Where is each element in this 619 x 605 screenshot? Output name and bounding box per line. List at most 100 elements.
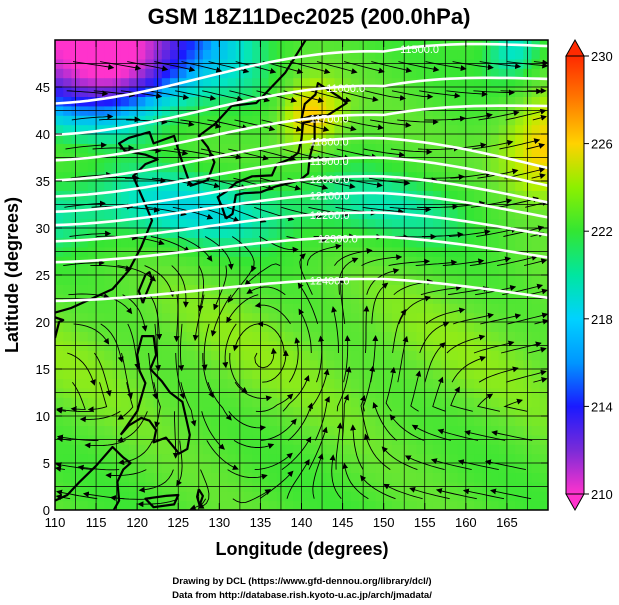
heatmap-cell — [383, 40, 393, 50]
heatmap-cell — [293, 228, 303, 238]
heatmap-cell — [211, 87, 220, 97]
heatmap-cell — [416, 378, 426, 389]
heatmap-cell — [334, 472, 344, 483]
heatmap-cell — [145, 190, 155, 201]
heatmap-cell — [137, 416, 146, 426]
heatmap-cell — [367, 228, 377, 238]
streamline — [94, 352, 112, 397]
streamline — [229, 352, 248, 393]
heatmap-cell — [202, 275, 212, 285]
heatmap-cell — [252, 124, 262, 135]
heatmap-cell — [334, 406, 344, 417]
streamline — [423, 174, 465, 181]
heatmap-cell — [490, 331, 500, 342]
colorbar-top-triangle — [565, 38, 585, 57]
heatmap-cell — [474, 425, 483, 436]
heatmap-cell — [268, 143, 278, 154]
heatmap-cell — [211, 124, 220, 135]
heatmap-cell — [457, 228, 467, 238]
heatmap-cell — [457, 218, 467, 229]
heatmap-cell — [350, 397, 360, 408]
heatmap-cell — [432, 68, 442, 79]
heatmap-cell — [408, 416, 418, 426]
heatmap-cell — [202, 134, 212, 144]
heatmap-cell — [243, 359, 253, 370]
heatmap-cell — [498, 322, 508, 332]
heatmap-cell — [375, 312, 385, 323]
heatmap-cell — [408, 312, 418, 323]
heatmap-cell — [432, 209, 442, 220]
heatmap-cell — [531, 416, 541, 426]
heatmap-cell — [375, 303, 385, 314]
streamline — [262, 349, 289, 383]
heatmap-cell — [539, 209, 548, 220]
heatmap-cell — [416, 162, 426, 173]
heatmap-cell — [268, 416, 278, 426]
heatmap-cell — [449, 115, 459, 126]
heatmap-cell — [227, 500, 237, 510]
x-tick-label: 145 — [332, 515, 354, 530]
heatmap-cell — [539, 472, 548, 483]
streamline — [297, 282, 319, 325]
heatmap-cell — [457, 115, 467, 126]
heatmap-cell — [252, 491, 262, 502]
heatmap-cell — [375, 256, 385, 267]
heatmap-cell — [63, 134, 73, 144]
heatmap-cell — [96, 228, 105, 238]
heatmap-cell — [211, 378, 220, 389]
contour-line — [55, 235, 548, 264]
heatmap-cell — [334, 124, 344, 135]
contour-line — [55, 211, 548, 243]
streamline — [281, 436, 312, 470]
heatmap-cell — [178, 171, 188, 182]
heatmap-cell — [285, 369, 294, 379]
heatmap-cell — [211, 218, 220, 229]
heatmap-cell — [326, 369, 335, 379]
heatmap-cell — [309, 256, 319, 267]
heatmap-cell — [309, 284, 319, 295]
heatmap-cell — [506, 265, 516, 276]
heatmap-cell — [120, 190, 130, 201]
heatmap-cell — [408, 322, 418, 332]
heatmap-cell — [219, 49, 229, 60]
heatmap-cell — [63, 425, 73, 436]
streamline — [366, 268, 400, 295]
heatmap-cell — [326, 96, 335, 107]
heatmap-cell — [268, 228, 278, 238]
heatmap-cell — [367, 491, 377, 502]
heatmap-cell — [202, 406, 212, 417]
heatmap-cell — [243, 303, 253, 314]
heatmap-cell — [375, 463, 385, 473]
heatmap-cell — [309, 96, 319, 107]
heatmap-cell — [539, 500, 548, 510]
heatmap-cell — [137, 303, 146, 314]
heatmap-cell — [457, 312, 467, 323]
heatmap-cell — [170, 322, 179, 332]
heatmap-cell — [506, 181, 516, 191]
heatmap-cell — [408, 87, 418, 97]
heatmap-cell — [457, 190, 467, 201]
heatmap-cell — [326, 406, 335, 417]
streamline — [259, 236, 299, 253]
heatmap-cell — [243, 171, 253, 182]
heatmap-cell — [383, 181, 393, 191]
heatmap-cell — [63, 284, 73, 295]
heatmap-cell — [424, 331, 434, 342]
heatmap-cell — [227, 425, 237, 436]
heatmap-cell — [531, 171, 541, 182]
heatmap-cell — [145, 68, 155, 79]
heatmap-cell — [170, 331, 179, 342]
heatmap-cell — [63, 453, 73, 464]
heatmap-cell — [219, 190, 229, 201]
heatmap-cell — [383, 228, 393, 238]
heatmap-cell — [285, 397, 294, 408]
heatmap-cell — [375, 181, 385, 191]
streamline — [79, 410, 121, 423]
heatmap-cell — [145, 284, 155, 295]
heatmap-cell — [63, 444, 73, 455]
heatmap-cell — [432, 77, 442, 88]
heatmap-cell — [424, 453, 434, 464]
heatmap-cell — [498, 134, 508, 144]
heatmap-cell — [416, 463, 426, 473]
heatmap-cell — [260, 378, 270, 389]
